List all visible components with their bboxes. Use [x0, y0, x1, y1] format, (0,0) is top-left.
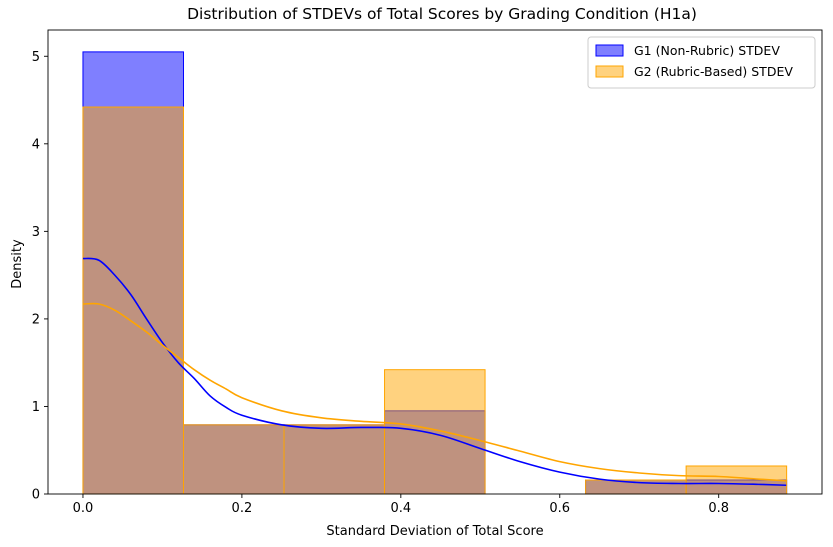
kde-line-series-1 [82, 257, 787, 487]
x-tick-label: 0.2 [232, 501, 253, 516]
x-tick-label: 0.8 [708, 501, 729, 516]
histogram-bar-series-2 [182, 424, 285, 495]
histogram-bar-series-2 [283, 424, 386, 495]
y-axis-label: Density [10, 239, 25, 289]
histogram-bar-series-2 [82, 106, 184, 495]
legend-swatch-series-1 [595, 44, 624, 57]
legend-label-series-2: G2 (Rubric-Based) STDEV [634, 64, 793, 79]
y-tick-label: 4 [32, 137, 40, 152]
y-tick-label: 3 [32, 225, 40, 240]
x-tick-label: 0.6 [549, 501, 570, 516]
legend-box [587, 36, 816, 89]
kde-line-series-2 [82, 302, 787, 482]
x-tick-label: 0.4 [390, 501, 411, 516]
legend-label-series-1: G1 (Non-Rubric) STDEV [634, 43, 780, 58]
histogram-bar-series-2 [384, 369, 486, 495]
plot-area: 0.0 0.2 0.4 0.6 0.8 0 1 2 3 4 5 [32, 29, 823, 516]
y-tick-label: 2 [32, 312, 40, 327]
x-tick-label: 0.0 [73, 501, 94, 516]
x-axis-label: Standard Deviation of Total Score [326, 524, 543, 539]
legend-swatch-series-2 [595, 65, 624, 78]
y-tick-label: 5 [32, 50, 40, 65]
chart-title: Distribution of STDEVs of Total Scores b… [187, 5, 697, 23]
legend: G1 (Non-Rubric) STDEV G2 (Rubric-Based) S… [587, 36, 816, 89]
axes-frame [47, 29, 823, 495]
y-tick-label: 1 [32, 400, 40, 415]
y-tick-label: 0 [32, 488, 40, 503]
